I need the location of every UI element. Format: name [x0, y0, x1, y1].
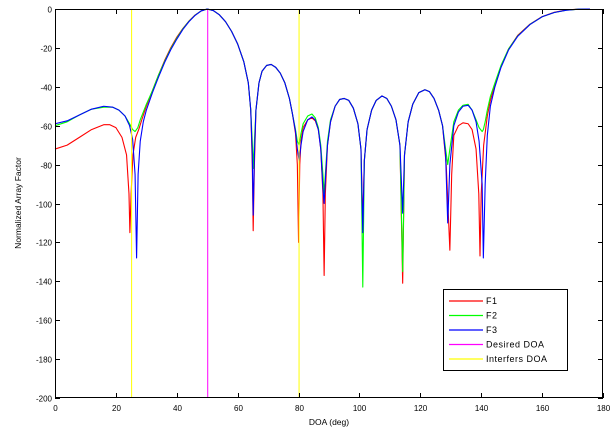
x-tick-label: 20 — [112, 404, 121, 413]
ticks-layer: 0 20 40 60 80 100 120 140 160 180 0 -20 -40 -60 -80 -10… — [36, 6, 611, 414]
legend-label: Desired DOA — [486, 340, 545, 350]
y-tick-label: -20 — [40, 45, 52, 54]
y-tick-label: -160 — [36, 317, 53, 326]
legend-label: Interfers DOA — [486, 354, 548, 364]
y-tick-label: -80 — [40, 162, 52, 171]
legend-label: F1 — [486, 296, 498, 306]
legend-items: F1 F2 F3 Desired DOA Interfers DOA — [449, 296, 548, 364]
legend-label: F2 — [486, 311, 498, 321]
reference-lines-layer — [131, 9, 300, 398]
legend-item-f3: F3 — [449, 325, 498, 335]
series-line-f3 — [54, 8, 590, 259]
x-axis-label: DOA (deg) — [309, 417, 349, 427]
x-tick-label: 100 — [353, 404, 367, 413]
legend-item-desired-doa: Desired DOA — [449, 340, 545, 350]
y-tick-label: 0 — [48, 6, 53, 15]
y-tick-label: -60 — [40, 123, 52, 132]
y-tick-label: -120 — [36, 239, 53, 248]
legend-item-f1: F1 — [449, 296, 498, 306]
y-axis-label: Normalized Array Factor — [13, 157, 23, 249]
x-tick-label: 140 — [475, 404, 489, 413]
legend-label: F3 — [486, 325, 498, 335]
y-tick-label: -200 — [36, 395, 53, 404]
legend: F1 F2 F3 Desired DOA Interfers DOA — [443, 289, 568, 371]
y-tick-label: -140 — [36, 278, 53, 287]
y-tick-label: -100 — [36, 201, 53, 210]
series-layer — [54, 8, 590, 288]
x-tick-label: 120 — [414, 404, 428, 413]
y-tick-label: -40 — [40, 84, 52, 93]
x-tick-label: 40 — [173, 404, 182, 413]
x-tick-label: 160 — [536, 404, 550, 413]
x-tick-label: 180 — [597, 404, 611, 413]
x-tick-label: 0 — [53, 404, 58, 413]
x-tick-label: 80 — [295, 404, 304, 413]
y-tick-label: -180 — [36, 356, 53, 365]
legend-item-interfers-doa: Interfers DOA — [449, 354, 548, 364]
legend-item-f2: F2 — [449, 311, 498, 321]
plot-frame — [55, 9, 603, 398]
x-tick-label: 60 — [234, 404, 243, 413]
